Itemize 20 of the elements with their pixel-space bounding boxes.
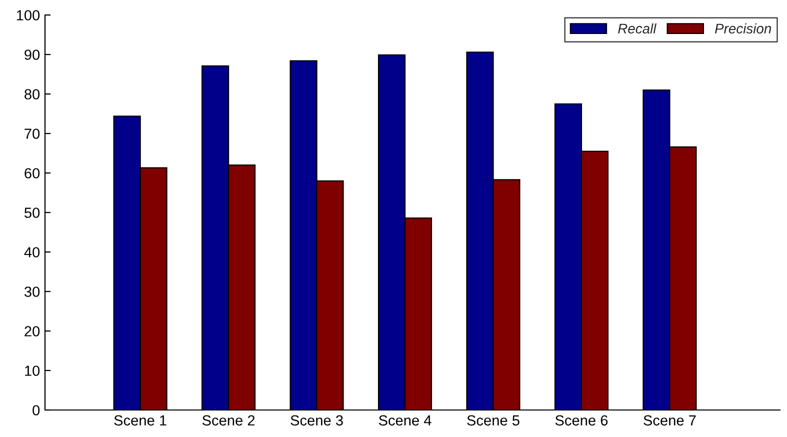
legend-label: Precision: [714, 23, 772, 34]
x-tick-label: Scene 2: [202, 415, 255, 426]
y-tick-label: 0: [32, 405, 40, 416]
y-tick-label: 30: [24, 286, 40, 297]
y-tick-label: 50: [24, 208, 40, 218]
y-tick-label: 80: [24, 89, 40, 100]
y-tick-label: 20: [24, 326, 40, 336]
y-tick-label: 40: [24, 247, 40, 258]
y-tick-label: 90: [24, 50, 40, 60]
x-tick-label: Scene 6: [555, 415, 608, 426]
legend-label: Recall: [618, 23, 657, 34]
x-tick-label: Scene 4: [378, 415, 432, 426]
x-tick-label: Scene 1: [114, 415, 166, 426]
y-tick-label: 10: [25, 366, 40, 376]
x-tick-label: Scene 5: [467, 415, 520, 426]
x-tick-label: Scene 3: [290, 415, 343, 426]
y-tick-label: 100: [16, 10, 40, 20]
y-tick-label: 60: [24, 168, 40, 178]
x-tick-label: Scene 7: [644, 415, 696, 426]
y-tick-label: 70: [24, 128, 40, 139]
